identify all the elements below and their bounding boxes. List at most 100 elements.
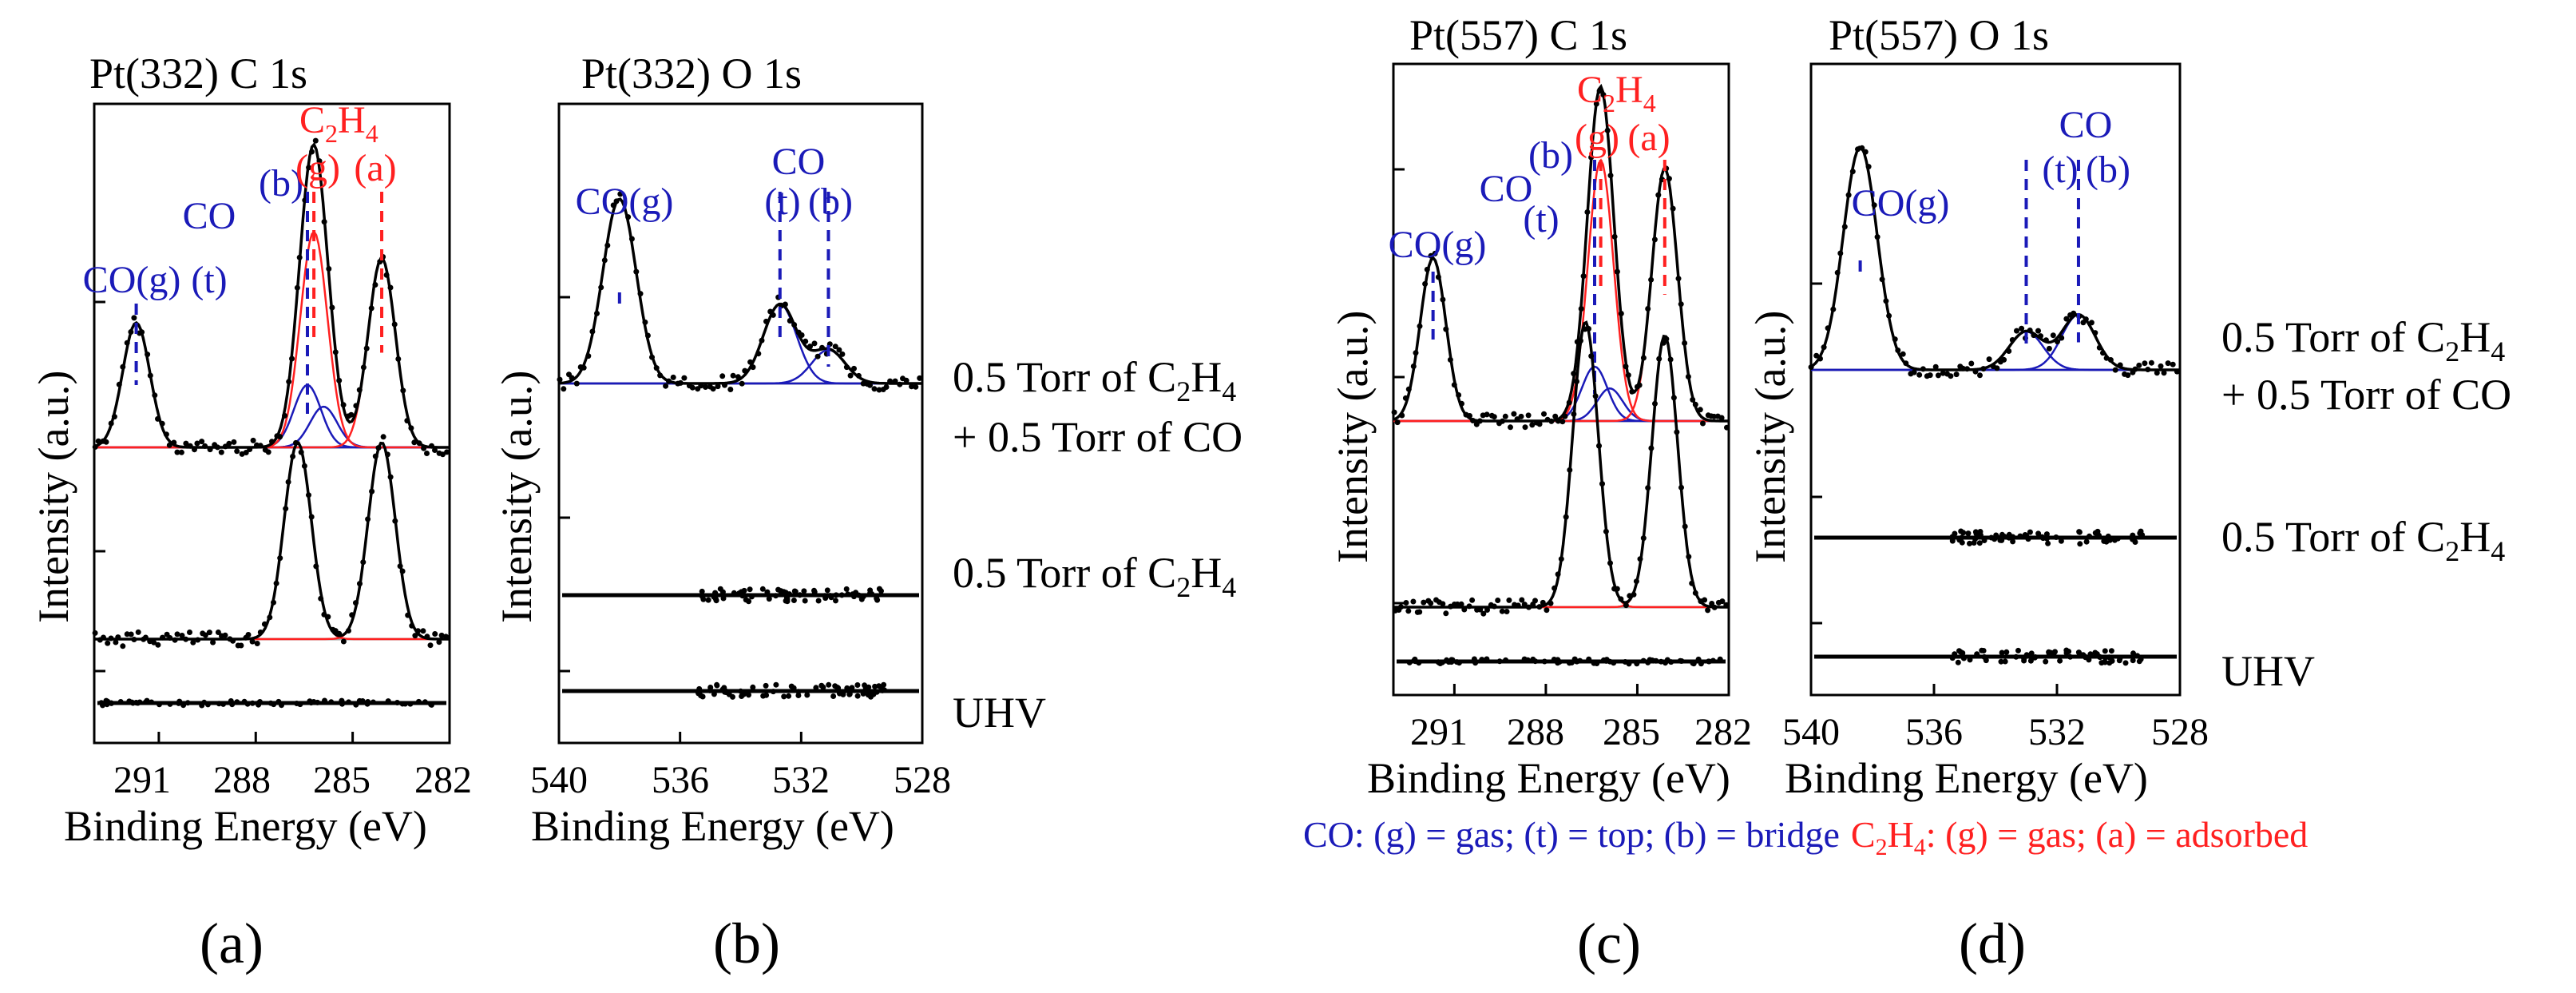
panel-d-series-0-point: [2100, 350, 2106, 356]
panel-b-series-0-point: [637, 291, 644, 297]
panel-b-series-0-point: [569, 375, 575, 381]
panel-b-series-0-point: [653, 365, 660, 371]
panel-a-series-2-point: [315, 699, 321, 705]
panel-c-series-0-point: [1451, 382, 1457, 388]
panel-b-series-0-point: [730, 372, 736, 379]
panel-a-series-0-point: [383, 272, 390, 278]
panel-c-series-0-point: [1502, 413, 1508, 419]
panel-a-series-1-point: [365, 516, 371, 522]
panel-a-series-1-point: [325, 614, 331, 620]
panel-d-series-0-point: [2145, 367, 2151, 372]
panel-c-series-1-point: [1499, 608, 1505, 614]
panel-d-series-0-point: [2046, 345, 2052, 352]
panel-d-series-1-point: [2039, 534, 2045, 540]
legend: CO: (g) = gas; (t) = top; (b) = bridge C2…: [1303, 814, 2308, 860]
panel-c-series-1-point: [1596, 443, 1602, 449]
panel-b-series-2-point: [770, 689, 776, 695]
panel-a-series-1-point: [230, 638, 236, 644]
cond-cd-mixed-line2: + 0.5 Torr of CO: [2221, 371, 2511, 419]
cond-ab-mixed-line2: + 0.5 Torr of CO: [953, 413, 1242, 461]
panel-d-series-1-point: [2105, 533, 2111, 539]
panel-c-series-1-point: [1686, 554, 1692, 560]
panel-b-series-2-point: [876, 683, 882, 689]
panel-a-series-2-point: [167, 701, 173, 707]
panel-b-series-1-point: [867, 590, 874, 597]
panel-a-series-1-point: [285, 479, 291, 485]
panel-d-series-0-point: [1935, 372, 1941, 379]
panel-c-series-1-point: [1403, 600, 1409, 606]
panel-d-series-0-point: [1817, 355, 1823, 362]
panel-a-series-0-point: [103, 439, 109, 445]
panel-a-series-1-point: [369, 488, 375, 495]
panel-c-series-2-point: [1717, 656, 1723, 662]
panel-d-series-0-point: [1994, 365, 2000, 371]
panel-c-series-0-point: [1596, 88, 1603, 94]
panel-b-series-1-point: [775, 586, 782, 593]
panel-d-label-co-b: (b): [2086, 149, 2130, 191]
panel-b-series-0-point: [698, 383, 704, 389]
panel-b-series-1-point: [781, 589, 787, 595]
panel-a-series-0-point: [294, 284, 300, 291]
panel-c-series-0-point: [1552, 413, 1559, 419]
panel-b-xtick-1: 536: [652, 759, 709, 801]
panel-c-series-0-point: [1625, 372, 1631, 379]
panel-a-series-1-point: [308, 514, 315, 520]
panel-a-series-0-point: [356, 387, 363, 393]
panel-a-label-co: CO: [183, 195, 236, 237]
panel-b-series-1-point: [802, 598, 808, 604]
panel-d-series-0-point: [1940, 370, 1946, 376]
panel-a-series-0-point: [226, 440, 232, 447]
panel-c-series-2-point: [1568, 660, 1575, 665]
panel-c-xtick-3: 282: [1694, 711, 1752, 753]
panel-a-series-1-point: [142, 634, 149, 641]
panel-b-series-2-point: [866, 691, 872, 697]
panel-d-series-2-point: [2002, 658, 2008, 665]
panel-b-series-0-point: [710, 386, 716, 392]
panel-a-series-1-point: [412, 633, 418, 639]
panel-c-label-co-g: CO(g): [1389, 224, 1487, 266]
panel-b-series-0-point: [782, 301, 788, 308]
panel-b-series-2-point: [881, 681, 887, 688]
panel-c-series-2-point: [1706, 658, 1712, 665]
panel-a-series-2-point: [109, 700, 114, 706]
panel-b-series-0-point: [755, 351, 762, 357]
panel-b-series-2-point: [746, 692, 751, 698]
panel-c-series-1-point: [1567, 467, 1573, 473]
panel-d-series-1-point: [2025, 536, 2031, 542]
panel-a-series-2-point: [157, 701, 162, 708]
panel-c-series-1-point: [1618, 596, 1624, 602]
panel-a-series-2-point: [103, 697, 109, 704]
panel-d-series-1-point: [2092, 530, 2098, 536]
panel-d-series-2-point: [2075, 649, 2082, 656]
panel-d-series-2-point: [2027, 657, 2034, 664]
panel-a-series-0-point: [387, 284, 394, 291]
panel-a-series-1-point: [427, 642, 434, 649]
panel-c-series-0-point: [1675, 276, 1682, 282]
panel-d-label-co-g: CO(g): [1852, 182, 1950, 224]
panel-b-series-0-point: [689, 384, 696, 391]
panel-a-series-0-point: [243, 450, 249, 455]
panel-a-series-2-point: [244, 701, 251, 707]
panel-a-series-1-point: [238, 642, 244, 649]
panel-a-series-1-point: [424, 634, 430, 640]
panel-c-series-0-point: [1508, 424, 1513, 431]
panel-d-series-2-point: [1952, 651, 1958, 657]
panel-c-series-0-point: [1640, 355, 1647, 361]
panel-b-series-1-point: [713, 598, 719, 604]
panel-c-series-0-point: [1571, 371, 1577, 377]
panel-c-series-0-point: [1476, 418, 1483, 424]
panel-a-series-2-point: [184, 700, 191, 706]
panel-a-series-1-point: [409, 622, 415, 629]
panel-a-series-0-point: [363, 345, 370, 352]
panel-a-title: Pt(332) C 1s: [89, 50, 307, 97]
panel-a-series-0-point: [124, 340, 130, 346]
panel-d-series-0-point: [2170, 361, 2176, 367]
panel-c-series-2-point: [1663, 660, 1668, 666]
panel-a-series-1-point: [108, 635, 114, 641]
panel-b-series-1-point: [828, 594, 834, 601]
panel-a-series-0-point: [329, 304, 335, 311]
panel-c-series-1-point: [1648, 445, 1655, 451]
panel-d-series-2-point: [2023, 652, 2030, 658]
panel-d-series-0-point: [2132, 366, 2138, 372]
panel-c-series-0-point: [1692, 401, 1698, 407]
